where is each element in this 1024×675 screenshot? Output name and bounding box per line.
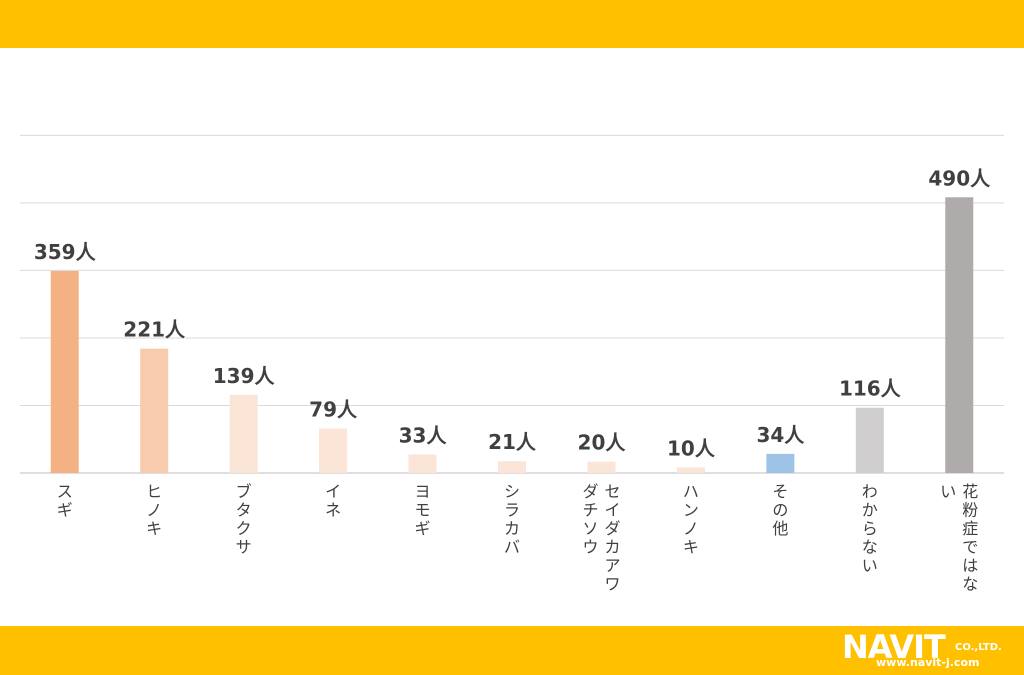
logo-suffix: CO.,LTD. (955, 642, 1002, 653)
data-label: 139人 (213, 364, 276, 388)
bar (766, 453, 795, 473)
data-label: 79人 (309, 398, 358, 422)
bar (855, 407, 884, 473)
data-label: 221人 (123, 318, 186, 342)
data-label: 34人 (756, 423, 805, 447)
category-label: ブタクサ (236, 482, 252, 557)
bar (50, 270, 79, 473)
bar (676, 467, 705, 473)
bar (319, 428, 348, 473)
category-label: シラカバ (504, 482, 520, 557)
category-label: その他 (772, 482, 788, 538)
data-label: 359人 (34, 240, 97, 264)
category-label: ヒノキ (146, 482, 162, 538)
logo-wordmark: NAVIT (842, 628, 946, 666)
category-label: わからない (862, 482, 878, 575)
bar (140, 348, 169, 473)
bar (498, 461, 526, 473)
category-label: ハンノキ (683, 482, 699, 557)
bar (229, 394, 258, 473)
bar (945, 197, 974, 474)
category-label: ヨモギ (415, 482, 431, 538)
company-logo: NAVIT CO.,LTD. www.navit-j.com (842, 630, 1012, 672)
data-label: 10人 (667, 436, 716, 460)
data-label: 490人 (928, 166, 991, 190)
category-label: 花粉症ではない (940, 482, 978, 594)
bar (408, 454, 437, 473)
data-label: 116人 (839, 377, 902, 401)
category-label: セイダカアワダチソウ (582, 482, 620, 594)
data-label: 20人 (578, 431, 627, 455)
logo-url: www.navit-j.com (876, 656, 980, 669)
top-banner (0, 0, 1024, 48)
bar (587, 461, 616, 473)
data-label: 33人 (399, 423, 448, 447)
category-label: スギ (57, 482, 73, 520)
category-label: イネ (325, 482, 341, 520)
bottom-banner (0, 626, 1024, 675)
data-label: 21人 (488, 430, 537, 454)
